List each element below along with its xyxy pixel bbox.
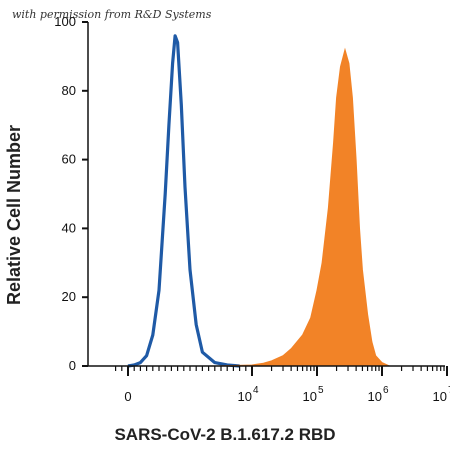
y-tick-label-20: 20 (62, 289, 76, 304)
x-axis-label: SARS-CoV-2 B.1.617.2 RBD (114, 425, 336, 444)
ticks-layer: 0204060801000104105106107 (54, 14, 450, 404)
y-tick-label-80: 80 (62, 83, 76, 98)
x-tick-label-106: 10 (368, 389, 382, 404)
x-tick-label-107: 10 (433, 389, 447, 404)
y-tick-label-60: 60 (62, 152, 76, 167)
series-filled-histogram-1 (214, 47, 390, 367)
series-outline-histogram-0 (127, 34, 240, 368)
x-tick-exponent-4: 4 (253, 385, 259, 396)
x-tick-exponent-6: 6 (383, 385, 389, 396)
y-tick-label-0: 0 (69, 358, 76, 373)
series-layer (127, 34, 390, 368)
y-axis-label: Relative Cell Number (4, 125, 24, 305)
axes-layer (87, 22, 445, 367)
y-axis-label-group: Relative Cell Number (4, 125, 24, 305)
x-tick-exponent-5: 5 (318, 385, 324, 396)
permission-watermark: with permission from R&D Systems (12, 8, 212, 21)
x-tick-label-0: 0 (124, 389, 131, 404)
y-tick-label-40: 40 (62, 220, 76, 235)
x-tick-label-105: 10 (303, 389, 317, 404)
y-tick-label-100: 100 (54, 14, 76, 29)
x-tick-label-104: 10 (238, 389, 252, 404)
x-tick-exponent-7: 7 (448, 385, 450, 396)
